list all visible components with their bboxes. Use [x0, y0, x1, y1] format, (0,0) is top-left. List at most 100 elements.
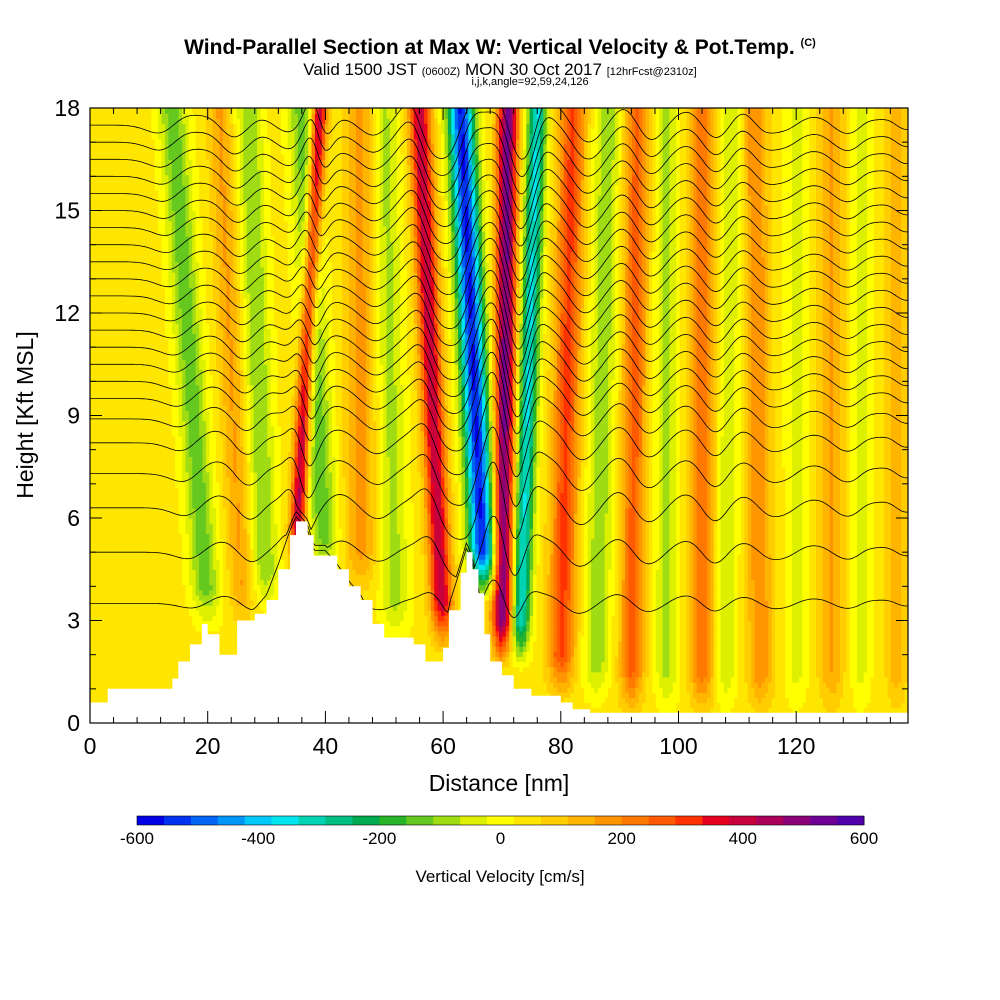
field-cell	[584, 656, 589, 663]
field-cell	[495, 641, 500, 647]
field-cell	[137, 651, 142, 657]
field-cell	[659, 707, 664, 714]
field-cell	[522, 646, 527, 652]
field-cell	[860, 646, 865, 652]
field-cell	[573, 666, 578, 673]
field-cell	[539, 676, 544, 683]
field-cell	[839, 625, 844, 632]
field-cell	[536, 676, 541, 683]
field-cell	[768, 620, 773, 627]
field-cell	[188, 630, 193, 637]
field-cell	[587, 635, 592, 642]
field-cell	[901, 641, 906, 647]
field-cell	[870, 661, 875, 668]
field-cell	[822, 641, 827, 647]
field-cell	[151, 615, 156, 622]
field-cell	[130, 661, 135, 668]
field-cell	[778, 666, 783, 673]
field-cell	[587, 676, 592, 683]
field-cell	[710, 707, 715, 714]
field-cell	[655, 641, 660, 647]
field-cell	[164, 635, 169, 642]
field-cell	[522, 625, 527, 632]
field-cell	[720, 630, 725, 637]
field-cell	[567, 676, 572, 683]
field-cell	[880, 641, 885, 647]
field-cell	[107, 671, 112, 678]
field-cell	[577, 635, 582, 642]
field-cell	[638, 692, 643, 698]
field-cell	[229, 625, 234, 632]
field-cell	[137, 661, 142, 668]
field-cell	[703, 615, 708, 622]
field-cell	[601, 661, 606, 668]
field-cell	[785, 671, 790, 678]
field-cell	[860, 641, 865, 647]
field-cell	[192, 625, 197, 632]
field-cell	[662, 692, 667, 698]
field-cell	[597, 682, 602, 688]
field-cell	[850, 707, 855, 714]
field-cell	[686, 692, 691, 698]
field-cell	[604, 666, 609, 673]
field-cell	[233, 620, 238, 627]
field-cell	[689, 682, 694, 688]
field-cell	[873, 697, 878, 704]
field-cell	[884, 687, 889, 693]
field-cell	[519, 630, 524, 637]
field-cell	[720, 615, 725, 622]
field-cell	[175, 635, 180, 642]
field-cell	[539, 646, 544, 652]
field-cell	[747, 625, 752, 632]
field-cell	[730, 676, 735, 683]
field-cell	[771, 666, 776, 673]
field-cell	[751, 676, 756, 683]
field-cell	[666, 641, 671, 647]
field-cell	[635, 671, 640, 678]
field-cell	[846, 635, 851, 642]
field-cell	[154, 630, 159, 637]
field-cell	[740, 651, 745, 657]
field-cell	[679, 620, 684, 627]
field-cell	[628, 656, 633, 663]
field-cell	[788, 697, 793, 704]
field-cell	[171, 630, 176, 637]
field-cell	[826, 630, 831, 637]
field-cell	[147, 682, 152, 688]
field-cell	[543, 615, 548, 622]
field-cell	[751, 707, 756, 714]
field-cell	[516, 641, 521, 647]
field-cell	[826, 682, 831, 688]
field-cell	[638, 630, 643, 637]
field-cell	[880, 702, 885, 709]
field-cell	[93, 692, 98, 698]
field-cell	[594, 630, 599, 637]
field-cell	[178, 635, 183, 642]
field-cell	[819, 707, 824, 714]
field-cell	[604, 707, 609, 714]
field-cell	[788, 666, 793, 673]
field-cell	[843, 687, 848, 693]
field-cell	[560, 687, 565, 693]
field-cell	[137, 615, 142, 622]
field-cell	[785, 666, 790, 673]
field-cell	[543, 676, 548, 683]
field-cell	[175, 625, 180, 632]
field-cell	[567, 630, 572, 637]
field-cell	[853, 656, 858, 663]
field-cell	[833, 656, 838, 663]
field-cell	[178, 651, 183, 657]
field-cell	[597, 671, 602, 678]
field-cell	[543, 641, 548, 647]
field-cell	[778, 692, 783, 698]
field-cell	[867, 697, 872, 704]
field-cell	[587, 671, 592, 678]
field-cell	[642, 687, 647, 693]
field-cell	[764, 646, 769, 652]
field-cell	[747, 671, 752, 678]
field-cell	[577, 666, 582, 673]
field-cell	[723, 697, 728, 704]
field-cell	[608, 692, 613, 698]
field-cell	[110, 615, 115, 622]
field-cell	[522, 635, 527, 642]
